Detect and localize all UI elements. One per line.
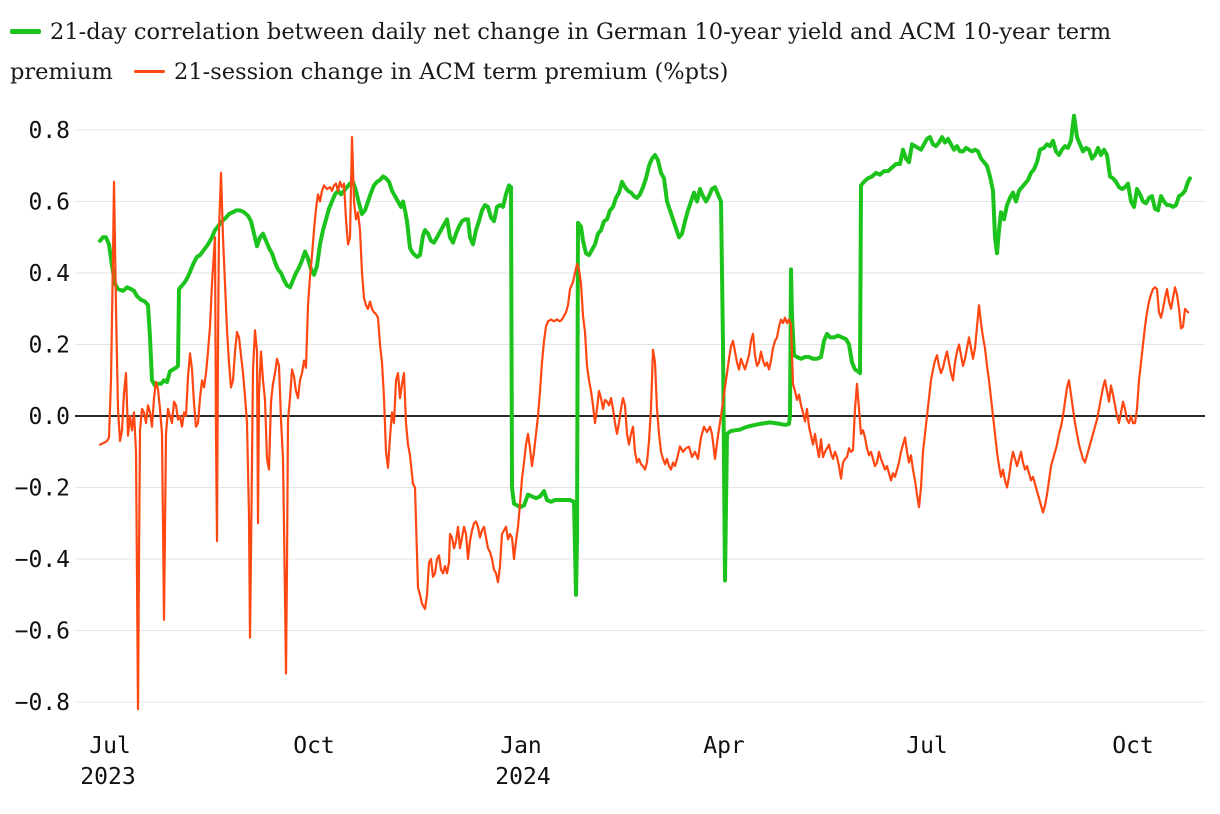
y-axis-tick-label: −0.4	[15, 547, 70, 573]
term-premium-change-line	[98, 136, 1190, 711]
legend-label-correlation: 21-day correlation between daily net cha…	[10, 19, 1112, 85]
green-line-swatch-icon	[10, 28, 41, 34]
x-axis-month-label: Jul	[89, 733, 131, 759]
y-axis-tick-label: 0.0	[28, 404, 70, 430]
orange-line-swatch-icon	[134, 69, 165, 73]
y-axis-tick-label: −0.8	[15, 690, 70, 716]
y-axis-tick-label: 0.4	[28, 261, 70, 287]
correlation-line	[98, 113, 1192, 597]
x-axis-month-label: Apr	[703, 733, 745, 759]
x-axis-year-label: 2024	[495, 764, 550, 790]
y-axis-tick-label: 0.6	[28, 190, 70, 216]
y-axis-tick-label: −0.6	[15, 619, 70, 645]
y-axis-tick-label: −0.2	[15, 476, 70, 502]
legend-label-term-premium-change: 21-session change in ACM term premium (%…	[174, 59, 729, 85]
chart-legend: 21-day correlation between daily net cha…	[0, 0, 1118, 92]
x-axis-month-label: Oct	[1112, 733, 1154, 759]
x-axis-month-label: Oct	[293, 733, 335, 759]
x-axis-year-label: 2023	[80, 764, 135, 790]
y-axis-tick-label: 0.2	[28, 333, 70, 359]
y-axis-tick-label: 0.8	[28, 118, 70, 144]
x-axis-month-label: Jul	[906, 733, 948, 759]
x-axis-month-label: Jan	[500, 733, 542, 759]
